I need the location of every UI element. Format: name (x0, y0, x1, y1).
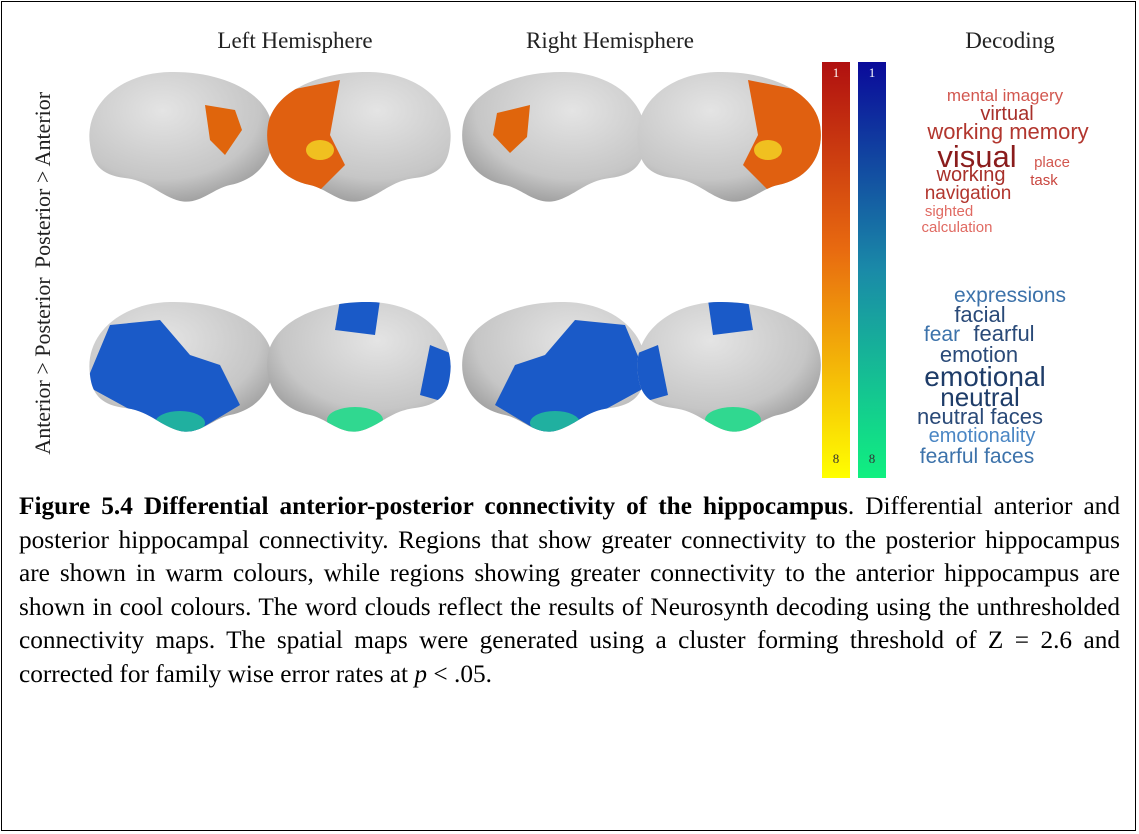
brain-map (267, 71, 451, 202)
word: fearful (973, 321, 1034, 346)
word: working memory (926, 119, 1088, 144)
row-label: Anterior > Posterior (30, 277, 55, 455)
colorbar-label: 1 (833, 65, 840, 80)
colorbar-label: 1 (869, 65, 876, 80)
row-label: Posterior > Anterior (30, 91, 55, 268)
brain-map (462, 71, 646, 202)
word: working (936, 164, 1006, 186)
brain-map (462, 301, 646, 432)
brain-map (89, 301, 273, 432)
brain-map (89, 71, 273, 202)
brain-map (267, 301, 451, 432)
word: emotionality (929, 425, 1036, 447)
word: mental imagery (947, 86, 1064, 105)
word: task (1030, 172, 1058, 189)
word: navigation (925, 183, 1012, 204)
word: facial (954, 302, 1005, 327)
word: virtual (980, 103, 1033, 125)
word: place (1034, 154, 1070, 171)
column-header: Left Hemisphere (217, 28, 372, 53)
word: sighted (925, 203, 973, 220)
column-header: Right Hemisphere (526, 28, 694, 53)
caption-end: < .05. (427, 659, 492, 688)
word: fear (924, 323, 960, 346)
caption-body: . Differential anterior and posterior hi… (19, 492, 1120, 688)
column-header: Decoding (965, 28, 1055, 53)
caption-italic: p (414, 659, 428, 688)
word: neutral (940, 382, 1020, 412)
caption: Figure 5.4 Differential anterior-posteri… (19, 490, 1120, 692)
caption-title: Figure 5.4 Differential anterior-posteri… (19, 492, 848, 520)
word: emotional (924, 361, 1045, 392)
brain-map (637, 71, 821, 202)
word: fearful faces (920, 445, 1034, 468)
word: expressions (954, 284, 1066, 307)
colorbar (822, 62, 850, 478)
colorbar (858, 62, 886, 478)
colorbar-label: 8 (833, 451, 840, 466)
brain-map (637, 301, 821, 432)
word: visual (937, 139, 1016, 174)
word: neutral faces (917, 404, 1043, 429)
colorbar-label: 8 (869, 451, 876, 466)
word: emotion (940, 342, 1018, 367)
word: calculation (922, 219, 993, 236)
